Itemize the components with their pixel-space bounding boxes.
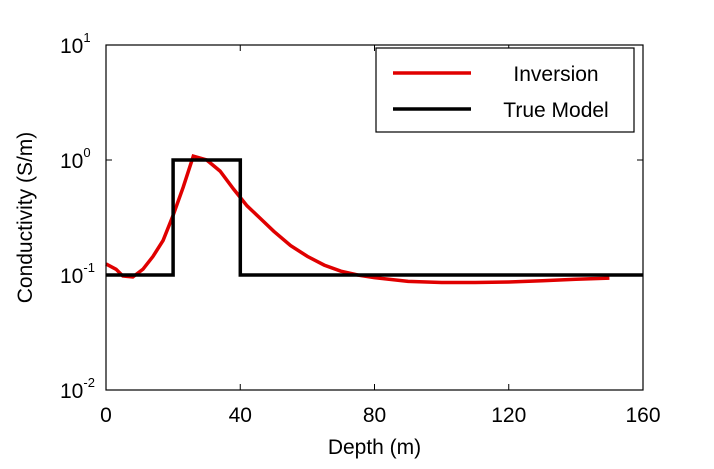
x-tick-label: 40 [229, 404, 252, 427]
x-tick-label: 80 [363, 404, 386, 427]
y-tick-label-base: 10 [60, 380, 83, 403]
x-axis-label: Depth (m) [328, 436, 421, 459]
series-layer [105, 154, 643, 285]
y-tick-label: 101 [60, 30, 91, 58]
y-tick-label-base: 10 [60, 150, 83, 173]
x-tick-label: 0 [100, 404, 112, 427]
y-tick-label: 10-1 [60, 260, 95, 288]
x-tick-label: 160 [625, 404, 660, 427]
y-tick-label: 10-2 [60, 375, 95, 403]
legend-label-true-model: True Model [503, 99, 608, 122]
y-axis-label: Conductivity (S/m) [14, 132, 37, 304]
y-tick-label-base: 10 [60, 265, 83, 288]
series-line-true-model [106, 158, 643, 277]
y-tick-label-exponent: 1 [83, 30, 90, 45]
y-tick-label-exponent: -2 [83, 375, 95, 390]
y-tick-label-exponent: -1 [83, 260, 95, 275]
legend-label-inversion: Inversion [513, 63, 598, 86]
legend-box [375, 47, 635, 133]
x-tick-label: 120 [491, 404, 526, 427]
y-tick-label-base: 10 [60, 35, 83, 58]
legend: Inversion True Model [375, 47, 635, 133]
y-tick-label-exponent: 0 [83, 145, 90, 160]
y-tick-label: 100 [60, 145, 91, 173]
series-line-inversion [105, 154, 610, 285]
